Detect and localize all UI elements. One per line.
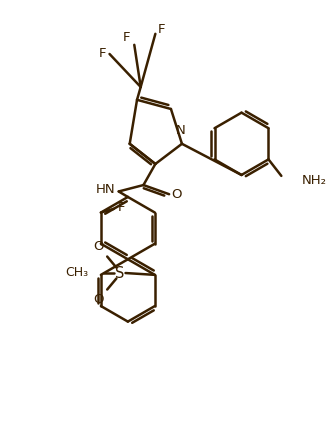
Text: F: F <box>117 201 125 214</box>
Text: NH₂: NH₂ <box>301 174 326 187</box>
Text: F: F <box>98 48 106 60</box>
Text: CH₃: CH₃ <box>66 266 89 279</box>
Text: F: F <box>158 23 165 36</box>
Text: O: O <box>93 240 103 253</box>
Text: O: O <box>171 188 182 201</box>
Text: S: S <box>115 266 125 281</box>
Text: F: F <box>123 31 131 44</box>
Text: N: N <box>176 124 186 136</box>
Text: O: O <box>93 293 103 306</box>
Text: HN: HN <box>96 183 116 196</box>
